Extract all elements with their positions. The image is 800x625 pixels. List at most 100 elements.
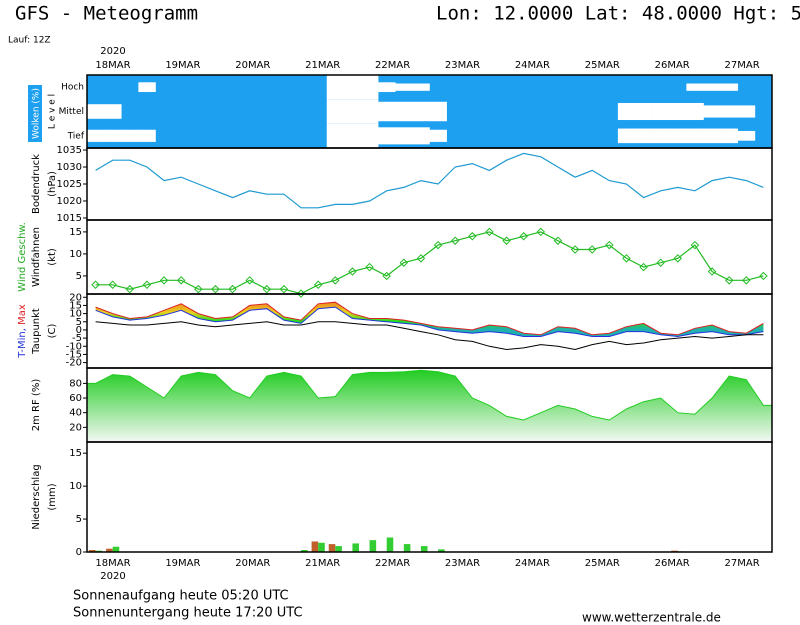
bar <box>106 548 113 552</box>
marker <box>570 245 580 254</box>
bar <box>369 540 377 552</box>
cloud-cell <box>412 83 430 91</box>
marker <box>707 267 717 276</box>
y-tick-label: 10 <box>69 481 82 492</box>
y-label: Bodendruck <box>31 154 42 214</box>
y-tick-label: 5 <box>76 317 82 328</box>
y-unit: (mm) <box>47 483 58 510</box>
cloud-cell <box>429 129 447 142</box>
y-tick-label: 10 <box>69 249 82 260</box>
cloud-cell <box>737 105 756 118</box>
line <box>95 231 764 295</box>
cloud-cell <box>617 102 636 121</box>
y-label: 2m RF (%) <box>31 379 42 432</box>
marker <box>296 289 306 298</box>
y-tick-label: 20 <box>69 292 82 303</box>
date-label: 23MAR <box>445 558 480 569</box>
cloud-cell <box>617 128 636 144</box>
line <box>95 152 764 209</box>
panel-frame <box>86 219 773 295</box>
y-unit: (C) <box>47 324 58 339</box>
y-label-part: Max <box>17 304 28 325</box>
y-tick-label: 80 <box>69 378 82 389</box>
cloud-cell <box>686 83 704 91</box>
y-tick-label: 1030 <box>57 162 82 173</box>
cloud-cell <box>395 83 413 91</box>
bar <box>386 537 394 552</box>
marker <box>468 232 477 241</box>
bar <box>318 542 325 552</box>
date-label: 27MAR <box>725 558 760 569</box>
marker <box>279 284 289 294</box>
cloud-cell <box>669 128 687 144</box>
date-label: 26MAR <box>655 558 690 569</box>
y-unit: (hPa) <box>47 171 58 197</box>
y-tick-label: 1035 <box>57 145 82 156</box>
marker <box>622 254 631 263</box>
marker <box>194 284 203 294</box>
bar <box>88 550 96 552</box>
y-tick-label: 1020 <box>57 196 82 207</box>
cloud-cell <box>737 130 756 141</box>
sunrise: Sonnenaufgang heute 05:20 UTC <box>73 589 289 604</box>
cloud-cell <box>429 101 447 122</box>
marker <box>690 240 700 250</box>
marker <box>742 276 751 285</box>
cloud-cell <box>87 129 105 142</box>
date-label: 25MAR <box>585 558 620 569</box>
cloud-cell <box>104 129 122 142</box>
year: 2020 <box>100 571 125 582</box>
date-label: 23MAR <box>445 60 480 71</box>
y-label: Niederschlag <box>31 464 42 529</box>
date-label: 21MAR <box>305 60 340 71</box>
marker <box>331 276 340 285</box>
panel-frame <box>86 441 773 553</box>
date-label: 19MAR <box>165 60 200 71</box>
marker <box>348 267 357 276</box>
level-label: Mittel <box>59 107 84 117</box>
line <box>95 321 764 351</box>
cloud-cell <box>635 102 653 121</box>
title: GFS - Meteogramm <box>15 3 198 25</box>
level-label: Tief <box>67 131 85 141</box>
cloud-cell <box>703 128 721 144</box>
marker <box>536 227 546 237</box>
y-label: Taupunkt <box>31 308 42 355</box>
marker <box>519 232 528 241</box>
date-label: 24MAR <box>515 60 550 71</box>
cloud-cell <box>395 101 413 122</box>
bar <box>335 546 342 552</box>
y-tick-label: 60 <box>69 393 82 404</box>
cloud-cell <box>635 128 653 144</box>
cloud-cell <box>703 83 721 91</box>
cloud-cell <box>703 105 721 118</box>
marker <box>639 262 648 272</box>
cloud-cell <box>343 99 362 124</box>
marker <box>656 258 665 267</box>
marker <box>587 245 597 254</box>
y-tick-label: 5 <box>76 271 82 282</box>
y-tick-label: 15 <box>69 300 82 311</box>
cloud-cell <box>720 128 739 144</box>
level-label: Hoch <box>61 83 84 93</box>
cloud-cell <box>87 104 105 119</box>
marker <box>108 280 117 289</box>
cloud-cell <box>720 83 739 91</box>
temp-band <box>95 302 764 337</box>
ylabel-box <box>28 85 42 142</box>
bar <box>328 544 336 552</box>
cloud-cell <box>326 123 345 148</box>
cloud-cell <box>686 128 704 144</box>
y-tick-label: 15 <box>69 227 82 238</box>
y-label: Wolken (%) <box>32 88 42 139</box>
date-label: 26MAR <box>655 60 690 71</box>
marker <box>399 258 409 267</box>
marker <box>450 236 460 245</box>
y-label-part: T-Min, <box>17 328 28 359</box>
y-tick-label: 0 <box>76 547 82 558</box>
marker <box>759 271 768 281</box>
source: www.wetterzentrale.de <box>582 611 721 625</box>
bar <box>301 550 308 552</box>
date-label: 19MAR <box>165 558 200 569</box>
y-tick-label: -15 <box>66 349 82 360</box>
